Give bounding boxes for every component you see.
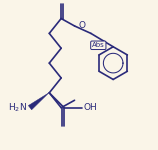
Text: H$_2$N: H$_2$N <box>8 101 27 114</box>
Text: Abs: Abs <box>92 42 105 48</box>
Text: OH: OH <box>83 103 97 112</box>
Text: O: O <box>78 21 85 30</box>
Polygon shape <box>28 93 49 110</box>
